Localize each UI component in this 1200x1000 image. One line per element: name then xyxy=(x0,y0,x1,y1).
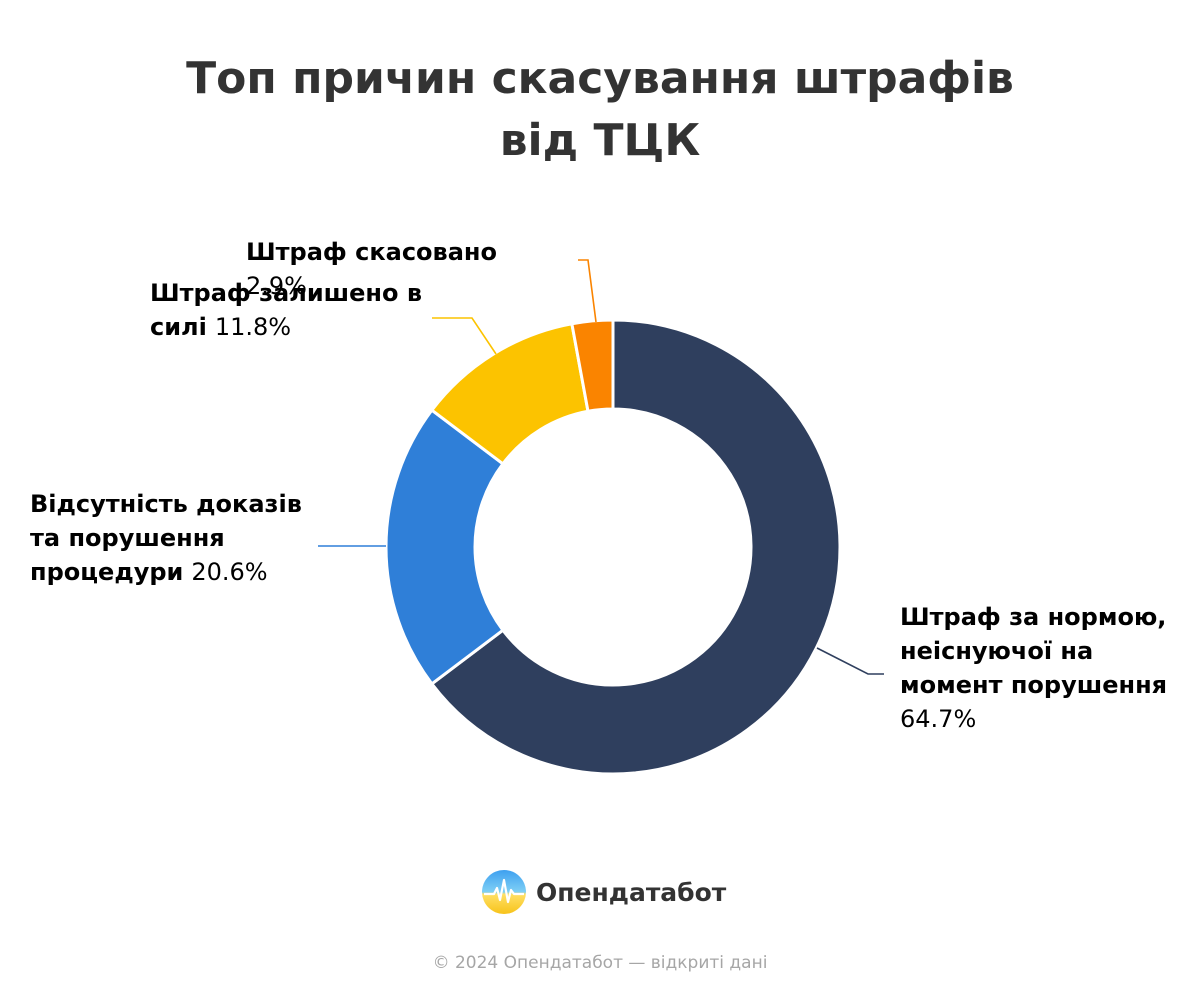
slice-label-line: процедури xyxy=(30,558,183,586)
leader-lines xyxy=(318,259,884,675)
chart-title: Топ причин скасування штрафів від ТЦК xyxy=(0,48,1200,172)
slice-label-line: силі xyxy=(150,313,207,341)
slice-label-line: неіснуючої на xyxy=(900,637,1093,665)
slice-value-label: 64.7% xyxy=(900,705,976,733)
opendatabot-logo-icon xyxy=(482,870,526,914)
slice-label-2: Відсутність доказів та порушення процедури… xyxy=(30,490,302,586)
donut-slices xyxy=(384,318,842,776)
slice-label-1: Штраф за нормою, неіснуючої на момент пору… xyxy=(900,603,1167,733)
slice-labels: Штраф за нормою, неіснуючої на момент пору… xyxy=(30,238,1167,733)
slice-value-label: 11.8% xyxy=(215,313,291,341)
slice-label-line: Штраф за нормою, xyxy=(900,603,1166,631)
slice-label-3: Штраф залишено в силі 11.8% xyxy=(150,279,422,341)
leader-line-3 xyxy=(432,317,497,355)
opendatabot-logo: Опендатабот xyxy=(482,868,726,916)
donut-slice-4[interactable] xyxy=(570,318,615,413)
donut-slice-1[interactable] xyxy=(430,318,842,776)
copyright-text: © 2024 Опендатабот — відкриті дані xyxy=(432,953,768,973)
leader-line-4 xyxy=(578,259,597,323)
slice-label-line: Штраф скасовано xyxy=(246,238,497,266)
slice-label-line: Відсутність доказів xyxy=(30,490,302,518)
donut-slice-2[interactable] xyxy=(384,408,505,686)
slice-label-line: момент порушення xyxy=(900,671,1167,699)
leader-line-1 xyxy=(816,647,884,675)
slice-label-4: Штраф скасовано 2.9% xyxy=(246,238,497,300)
slice-value-label: 2.9% xyxy=(246,272,307,300)
slice-label-line: та порушення xyxy=(30,524,225,552)
slice-label-line: Штраф залишено в xyxy=(150,279,422,307)
opendatabot-logo-text: Опендатабот xyxy=(536,877,727,907)
chart-title-line-2: від ТЦК xyxy=(499,115,701,166)
slice-value-label: 20.6% xyxy=(191,558,267,586)
chart-title-line-1: Топ причин скасування штрафів xyxy=(186,53,1014,104)
